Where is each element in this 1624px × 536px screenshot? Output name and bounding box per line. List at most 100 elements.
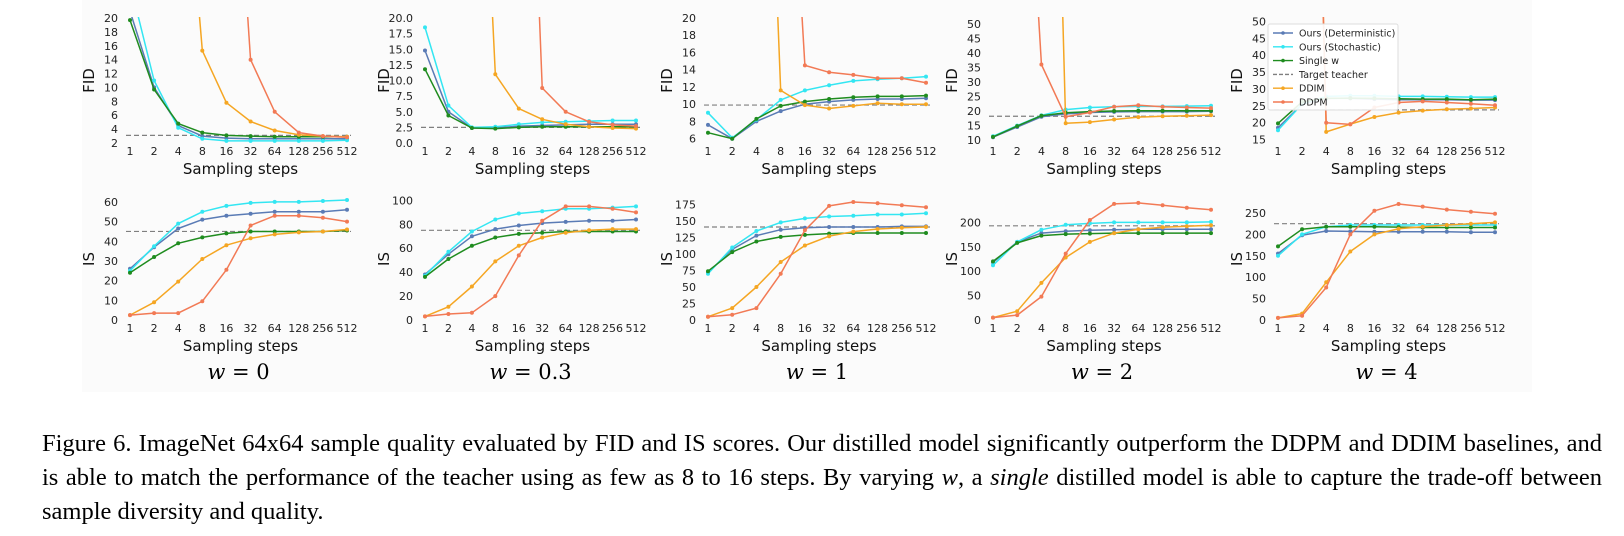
- point-ours-stochastic-fid-w-1-3: [778, 97, 783, 102]
- xtick-label-is-w-4-5: 32: [1392, 322, 1406, 335]
- point-ddpm-fid-w-4-6: [1420, 99, 1425, 104]
- xtick-label-fid-w-1-1: 2: [729, 145, 736, 158]
- point-single-w-is-w-4-4: [1372, 224, 1377, 229]
- ytick-label-fid-w-0-2: 6: [111, 109, 118, 122]
- ytick-label-fid-w-0-3-2: 5.0: [396, 106, 414, 119]
- ytick-label-is-w-0-6: 60: [104, 196, 118, 209]
- point-ddpm-is-w-0-7: [296, 213, 301, 218]
- point-ddim-fid-w-0-3-8: [610, 126, 615, 130]
- point-single-w-is-w-4-8: [1468, 225, 1473, 230]
- point-single-w-fid-w-1-9: [924, 93, 928, 98]
- point-ours-stochastic-fid-w-1-6: [851, 78, 856, 83]
- x-axis-label-is-w-2: Sampling steps: [1046, 337, 1161, 355]
- y-axis-label-is-w-4: IS: [1228, 252, 1246, 266]
- ytick-label-fid-w-4-1: 20: [1252, 117, 1266, 130]
- ytick-label-is-w-0-3-1: 20: [399, 290, 413, 303]
- ytick-label-fid-w-0-3: 8: [111, 95, 118, 108]
- point-ddim-is-w-1-8: [899, 225, 904, 230]
- point-ddim-is-w-1-6: [851, 229, 856, 234]
- ytick-label-is-w-0-3-0: 0: [406, 314, 413, 327]
- x-axis-label-is-w-0: Sampling steps: [183, 337, 298, 355]
- point-ddpm-is-w-1-2: [754, 306, 759, 311]
- xtick-label-is-w-1-8: 256: [891, 322, 912, 335]
- xtick-label-fid-w-0-3-1: 2: [445, 145, 452, 158]
- point-ddim-is-w-1-4: [802, 243, 807, 248]
- point-ddim-fid-w-0-3-6: [563, 122, 568, 127]
- xtick-label-fid-w-0-3-5: 32: [535, 145, 549, 158]
- xtick-label-is-w-4-6: 64: [1416, 322, 1430, 335]
- legend-label-ours-deterministic: Ours (Deterministic): [1299, 29, 1395, 40]
- point-single-w-fid-w-4-0: [1276, 121, 1280, 126]
- point-single-w-is-w-0-5: [248, 229, 253, 234]
- point-ours-stochastic-fid-w-1-0: [706, 110, 710, 115]
- point-ddim-is-w-4-7: [1444, 223, 1449, 227]
- point-ddpm-is-w-0-3-1: [446, 312, 451, 316]
- point-single-w-fid-w-4-9: [1493, 97, 1497, 102]
- point-single-w-is-w-1-2: [754, 239, 759, 244]
- chart-is-w-1: 0 25 50 75 100 125 150 175 1 2 4 8 16 32 64 128 256 512 Sa…: [658, 199, 937, 355]
- point-ddim-fid-w-0-3-4: [516, 106, 521, 111]
- xtick-label-is-w-0-7: 128: [288, 322, 309, 335]
- ytick-label-is-w-1-4: 100: [675, 248, 696, 261]
- xtick-label-is-w-0-3-8: 256: [602, 322, 623, 335]
- point-ours-stochastic-is-w-0-3-5: [540, 209, 545, 214]
- legend-marker-ddim: [1281, 86, 1285, 90]
- xtick-label-is-w-1-5: 32: [822, 322, 836, 335]
- point-ddpm-fid-w-0-8: [320, 134, 325, 139]
- series-entry-ddpm-fid-w-0-3: [538, 17, 543, 89]
- xtick-label-fid-w-2-3: 8: [1062, 145, 1069, 158]
- point-ours-stochastic-is-w-2-2: [1039, 227, 1044, 232]
- y-axis-label-fid-w-0: FID: [80, 68, 98, 93]
- point-single-w-fid-w-0-3-5: [540, 124, 545, 129]
- point-ddpm-fid-w-2-3: [1063, 114, 1068, 119]
- xtick-label-fid-w-2-4: 16: [1083, 145, 1097, 158]
- xtick-label-fid-w-1-2: 4: [753, 145, 760, 158]
- point-ours-deterministic-is-w-0-9: [345, 207, 349, 212]
- y-axis-label-is-w-2: IS: [943, 252, 961, 266]
- series-line-ours-stochastic-fid-w-0: [137, 17, 348, 142]
- point-single-w-fid-w-0-5: [248, 134, 253, 139]
- point-ddim-is-w-0-3-7: [587, 228, 592, 233]
- point-ddim-fid-w-4-2: [1324, 129, 1329, 134]
- series-line-ddim-is-w-0: [129, 228, 348, 316]
- point-ours-deterministic-is-w-4-2: [1324, 229, 1329, 233]
- x-axis-label-fid-w-0-3: Sampling steps: [475, 160, 590, 178]
- plot-area-fid-w-2: [989, 17, 1215, 140]
- series-line-ours-stochastic-is-w-0: [129, 199, 348, 272]
- point-single-w-is-w-2-6: [1136, 231, 1141, 236]
- point-single-w-is-w-4-3: [1348, 224, 1353, 229]
- point-single-w-fid-w-0-0: [128, 18, 132, 23]
- ytick-label-is-w-1-2: 50: [682, 281, 696, 294]
- xtick-label-is-w-2-0: 1: [990, 322, 997, 335]
- ytick-label-fid-w-2-5: 35: [967, 61, 981, 74]
- point-ours-stochastic-is-w-0-5: [248, 200, 253, 205]
- point-ours-stochastic-is-w-2-9: [1209, 219, 1213, 224]
- caption-label: Figure 6.: [42, 430, 132, 457]
- point-ddpm-is-w-2-5: [1112, 201, 1117, 206]
- point-ours-deterministic-is-w-0-3: [200, 217, 205, 222]
- point-single-w-fid-w-1-6: [851, 95, 856, 100]
- point-ours-stochastic-is-w-1-9: [924, 211, 928, 216]
- point-ours-deterministic-is-w-2-8: [1184, 227, 1189, 232]
- point-ddpm-fid-w-0-3-9: [634, 124, 638, 129]
- point-ddim-is-w-1-1: [730, 306, 735, 311]
- point-ddpm-fid-w-0-3-7: [587, 119, 592, 124]
- point-ddpm-fid-w-0-9: [345, 135, 349, 140]
- y-axis-label-fid-w-4: FID: [1228, 68, 1246, 93]
- point-ours-deterministic-is-w-0-4: [224, 213, 229, 218]
- point-single-w-fid-w-0-2: [176, 121, 181, 126]
- point-ddim-fid-w-2-4: [1087, 120, 1092, 125]
- point-ours-deterministic-is-w-1-6: [851, 225, 856, 229]
- ytick-label-fid-w-2-7: 45: [967, 32, 981, 45]
- point-single-w-is-w-0-1: [152, 255, 157, 259]
- xtick-label-is-w-4-3: 8: [1347, 322, 1354, 335]
- point-ddpm-is-w-2-1: [1015, 313, 1020, 318]
- plot-area-is-w-1: [704, 200, 930, 319]
- point-ddpm-fid-w-1-9: [924, 80, 928, 85]
- ytick-label-is-w-1-6: 150: [675, 215, 696, 228]
- series-line-ddpm-is-w-1: [707, 201, 927, 318]
- point-ddpm-fid-w-0-5: [248, 57, 253, 62]
- point-ddim-is-w-2-7: [1160, 225, 1165, 230]
- point-ours-stochastic-fid-w-0-2: [176, 125, 181, 130]
- ytick-label-fid-w-0-3-0: 0.0: [396, 137, 414, 150]
